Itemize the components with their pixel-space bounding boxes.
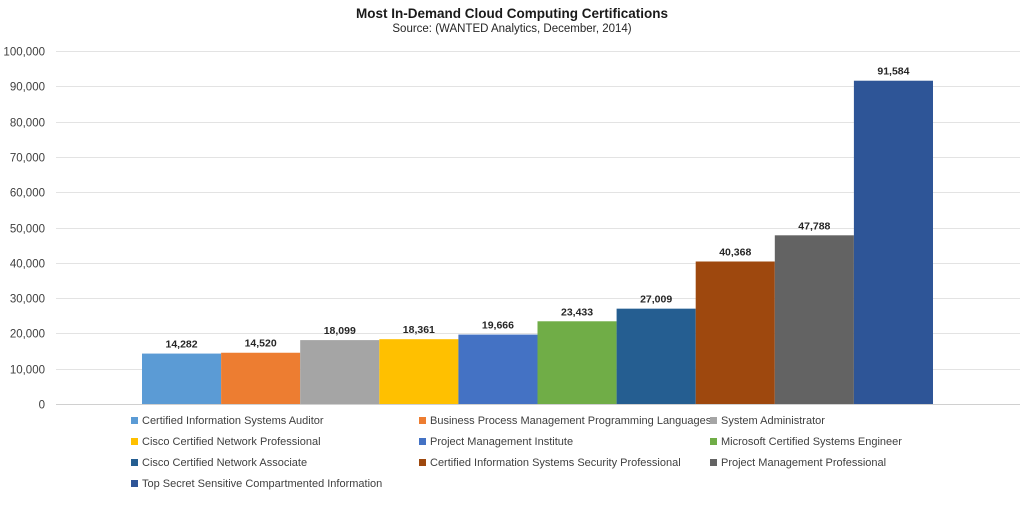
legend-item: Project Management Professional — [710, 455, 886, 471]
y-tick-label: 20,000 — [10, 329, 45, 341]
legend-swatch — [131, 438, 138, 445]
legend-item: Project Management Institute — [419, 434, 573, 450]
data-label: 14,282 — [165, 339, 197, 351]
legend-swatch — [419, 459, 426, 466]
legend-item: System Administrator — [710, 413, 825, 429]
bar — [774, 235, 854, 404]
legend-swatch — [419, 438, 426, 445]
data-label: 23,433 — [561, 306, 593, 318]
chart-title: Most In-Demand Cloud Computing Certifica… — [356, 6, 668, 21]
legend-label: Certified Information Systems Security P… — [430, 457, 681, 469]
legend-swatch — [131, 417, 138, 424]
data-label: 40,368 — [719, 247, 751, 259]
legend-swatch — [710, 438, 717, 445]
bar — [379, 339, 459, 404]
bar — [853, 80, 933, 405]
legend-item: Business Process Management Programming … — [419, 413, 711, 429]
data-label: 47,788 — [798, 220, 830, 232]
legend-swatch — [131, 480, 138, 487]
y-tick-label: 50,000 — [10, 224, 45, 236]
data-label: 14,520 — [245, 338, 277, 350]
legend-item: Certified Information Systems Security P… — [419, 455, 681, 471]
y-axis-ticks: 0 10,000 20,000 30,000 40,000 50,000 60,000 70,… — [3, 47, 45, 411]
legend-label: System Administrator — [721, 415, 825, 427]
bar — [300, 340, 380, 404]
legend-swatch — [710, 459, 717, 466]
y-tick-label: 100,000 — [3, 47, 45, 59]
legend-label: Project Management Institute — [430, 436, 574, 448]
y-tick-label: 30,000 — [10, 294, 45, 306]
bar — [458, 334, 538, 404]
legend-swatch — [419, 417, 426, 424]
legend-item: Top Secret Sensitive Compartmented Infor… — [131, 476, 382, 492]
y-tick-label: 0 — [39, 400, 45, 411]
y-tick-label: 60,000 — [10, 188, 45, 200]
legend-label: Project Management Professional — [721, 457, 887, 469]
data-label: 18,099 — [324, 325, 356, 337]
data-label: 27,009 — [640, 294, 672, 306]
legend-label: Cisco Certified Network Professional — [142, 436, 321, 448]
data-labels: 14,282 14,520 18,099 18,361 19,666 23,433 27,0… — [165, 66, 909, 351]
y-tick-label: 90,000 — [10, 82, 45, 94]
legend-label: Top Secret Sensitive Compartmented Infor… — [142, 478, 383, 490]
data-label: 18,361 — [403, 324, 435, 336]
bar — [537, 321, 617, 404]
legend-item: Cisco Certified Network Associate — [131, 455, 307, 471]
legend-swatch — [710, 417, 717, 424]
legend-label: Cisco Certified Network Associate — [142, 457, 308, 469]
y-tick-label: 10,000 — [10, 365, 45, 377]
bar — [142, 353, 222, 404]
y-tick-label: 80,000 — [10, 118, 45, 130]
legend-item: Certified Information Systems Auditor — [131, 413, 324, 429]
y-tick-label: 40,000 — [10, 259, 45, 271]
legend-label: Certified Information Systems Auditor — [142, 415, 324, 427]
bar — [221, 352, 301, 404]
legend-item: Microsoft Certified Systems Engineer — [710, 434, 902, 450]
bar — [616, 308, 696, 404]
bar-chart: 0 10,000 20,000 30,000 40,000 50,000 60,000 70,… — [3, 47, 1020, 411]
legend-label: Business Process Management Programming … — [430, 415, 712, 427]
bar — [695, 261, 775, 404]
data-label: 19,666 — [482, 320, 514, 332]
legend-label: Microsoft Certified Systems Engineer — [721, 436, 902, 448]
data-label: 91,584 — [877, 66, 909, 78]
chart-subtitle: Source: (WANTED Analytics, December, 201… — [392, 23, 632, 35]
legend-item: Cisco Certified Network Professional — [131, 434, 321, 450]
bars — [142, 80, 933, 405]
legend-swatch — [131, 459, 138, 466]
y-tick-label: 70,000 — [10, 153, 45, 165]
